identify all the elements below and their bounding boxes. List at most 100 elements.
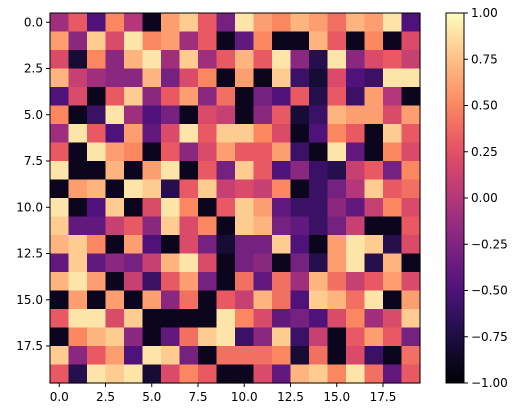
heatmap-cell xyxy=(216,364,236,384)
heatmap-cell xyxy=(142,31,162,51)
x-tick-label: 5.0 xyxy=(142,390,161,404)
heatmap-cell xyxy=(309,142,329,162)
y-tick-label: 2.5 xyxy=(24,62,43,76)
heatmap-cell xyxy=(309,68,329,88)
heatmap-cell xyxy=(124,346,144,366)
heatmap-cell xyxy=(272,235,292,255)
heatmap-cell xyxy=(179,161,199,181)
heatmap-cell xyxy=(290,105,310,125)
heatmap-cell xyxy=(68,216,88,236)
heatmap-cell xyxy=(50,87,70,107)
heatmap-cell xyxy=(124,235,144,255)
heatmap-cell xyxy=(124,142,144,162)
heatmap-cell xyxy=(309,346,329,366)
heatmap-cell xyxy=(142,87,162,107)
heatmap-cell xyxy=(142,346,162,366)
heatmap-cell xyxy=(50,290,70,310)
heatmap-cell xyxy=(124,124,144,144)
heatmap-cell xyxy=(68,161,88,181)
heatmap-cell xyxy=(327,364,347,384)
colorbar-axis: 1.00 0.75 0.50 0.25 0.00 −0.25 −0.50 −0.75 −1.00 xyxy=(464,6,508,390)
heatmap-cell xyxy=(401,124,421,144)
heatmap-cell xyxy=(383,253,403,273)
heatmap-cell xyxy=(87,50,107,70)
heatmap-cell xyxy=(179,13,199,33)
heatmap-cell xyxy=(309,327,329,347)
heatmap-cell xyxy=(272,253,292,273)
heatmap-cell xyxy=(50,161,70,181)
heatmap-cell xyxy=(198,142,218,162)
heatmap-cell xyxy=(87,198,107,218)
heatmap-cell xyxy=(253,105,273,125)
heatmap-cell xyxy=(198,253,218,273)
heatmap-cell xyxy=(346,87,366,107)
heatmap-cell xyxy=(179,142,199,162)
heatmap-cell xyxy=(68,364,88,384)
heatmap-cell xyxy=(198,87,218,107)
colorbar-tick-label: 0.00 xyxy=(471,191,498,205)
heatmap-cell xyxy=(216,198,236,218)
heatmap-cell xyxy=(272,124,292,144)
heatmap-cell xyxy=(327,290,347,310)
heatmap-cell xyxy=(290,68,310,88)
heatmap-cell xyxy=(68,87,88,107)
heatmap-cell xyxy=(124,198,144,218)
heatmap-cell xyxy=(50,31,70,51)
heatmap-cell xyxy=(253,198,273,218)
heatmap-cell xyxy=(327,161,347,181)
heatmap-cell xyxy=(50,272,70,292)
heatmap-cell xyxy=(87,272,107,292)
heatmap-cell xyxy=(161,309,181,329)
heatmap-cell xyxy=(105,68,125,88)
heatmap-cell xyxy=(50,124,70,144)
heatmap-cell xyxy=(383,198,403,218)
heatmap-cell xyxy=(272,68,292,88)
heatmap-cell xyxy=(383,235,403,255)
colorbar-tick-label: −0.75 xyxy=(471,330,508,344)
heatmap-cell xyxy=(383,309,403,329)
heatmap-cell xyxy=(50,346,70,366)
heatmap-cell xyxy=(309,235,329,255)
heatmap-cell xyxy=(346,142,366,162)
heatmap-cell xyxy=(364,105,384,125)
heatmap-cell xyxy=(235,142,255,162)
heatmap-cell xyxy=(401,216,421,236)
heatmap-cell xyxy=(401,309,421,329)
heatmap-cell xyxy=(383,216,403,236)
heatmap-cell xyxy=(105,13,125,33)
heatmap-cell xyxy=(161,161,181,181)
heatmap-cell xyxy=(179,179,199,199)
heatmap-cell xyxy=(364,290,384,310)
y-tick-label: 5.0 xyxy=(24,108,43,122)
heatmap-cell xyxy=(290,290,310,310)
heatmap-cell xyxy=(105,161,125,181)
heatmap-cell xyxy=(364,198,384,218)
heatmap-cell xyxy=(124,68,144,88)
heatmap-cell xyxy=(179,31,199,51)
heatmap-cell xyxy=(142,198,162,218)
heatmap-cell xyxy=(383,13,403,33)
heatmap-cell xyxy=(179,327,199,347)
heatmap-cell xyxy=(346,31,366,51)
heatmap-cell xyxy=(290,87,310,107)
heatmap-cell xyxy=(253,161,273,181)
heatmap-cell xyxy=(161,87,181,107)
heatmap-cell xyxy=(142,364,162,384)
heatmap-cell xyxy=(68,272,88,292)
heatmap-cell xyxy=(309,161,329,181)
heatmap-cell xyxy=(87,179,107,199)
heatmap-cell xyxy=(346,290,366,310)
heatmap-cell xyxy=(364,31,384,51)
heatmap-cell xyxy=(253,309,273,329)
heatmap-cell xyxy=(235,198,255,218)
heatmap-cell xyxy=(235,364,255,384)
heatmap-cell xyxy=(327,253,347,273)
heatmap-cell xyxy=(87,327,107,347)
heatmap-cell xyxy=(142,179,162,199)
heatmap-cell xyxy=(124,161,144,181)
heatmap-cell xyxy=(327,124,347,144)
colorbar-tick-label: 0.75 xyxy=(471,52,498,66)
heatmap-cell xyxy=(216,31,236,51)
heatmap-cell xyxy=(161,68,181,88)
heatmap-cell xyxy=(142,161,162,181)
